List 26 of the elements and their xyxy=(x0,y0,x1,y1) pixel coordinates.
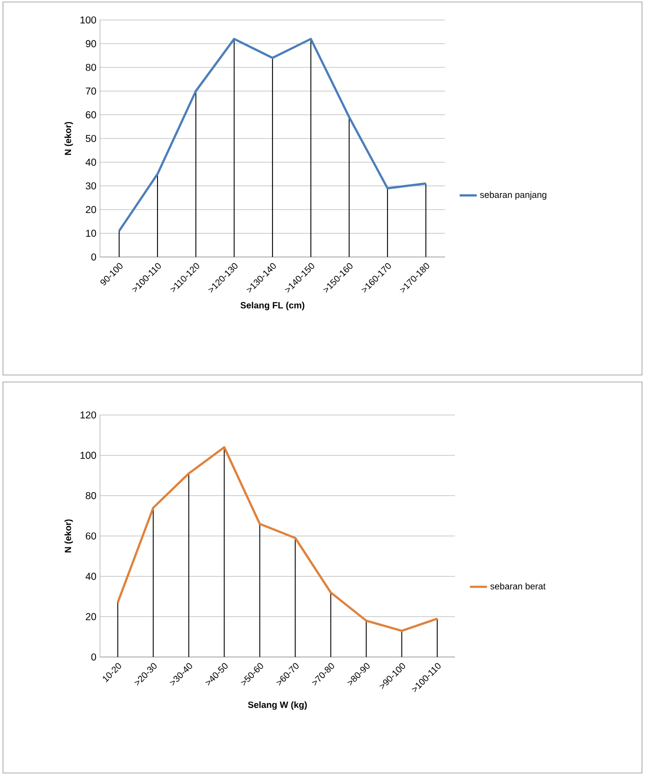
line-series xyxy=(116,446,438,632)
y-tick-label: 50 xyxy=(86,134,96,142)
y-tick-label: 60 xyxy=(86,532,96,540)
y-tick-label: 20 xyxy=(86,206,96,214)
y-tick-label: 40 xyxy=(86,572,96,580)
y-tick-label: 40 xyxy=(86,158,96,166)
y-tick-label: 90 xyxy=(86,40,96,48)
y-tick-label: 0 xyxy=(91,653,96,661)
y-tick-label: 80 xyxy=(86,492,96,500)
y-tick-label: 100 xyxy=(80,452,96,459)
line-series xyxy=(118,38,427,232)
y-tick-label: 30 xyxy=(86,182,96,190)
y-tick-label: 120 xyxy=(80,411,96,419)
y-tick-label: 60 xyxy=(86,111,96,118)
y-axis-title: N (ekor) xyxy=(64,122,73,155)
x-axis-title: Selang FL (cm) xyxy=(240,302,304,310)
y-tick-label: 10 xyxy=(86,230,96,237)
y-tick-label: 0 xyxy=(91,253,96,261)
y-tick-label: 70 xyxy=(86,88,96,95)
legend-label: sebaran berat xyxy=(490,582,546,590)
y-tick-label: 20 xyxy=(86,613,96,620)
y-axis-title: N (ekor) xyxy=(64,519,73,552)
y-tick-label: 100 xyxy=(80,16,96,24)
y-tick-label: 80 xyxy=(86,64,96,71)
legend-label: sebaran panjang xyxy=(480,191,546,200)
x-axis-title: Selang W (kg) xyxy=(248,701,307,710)
